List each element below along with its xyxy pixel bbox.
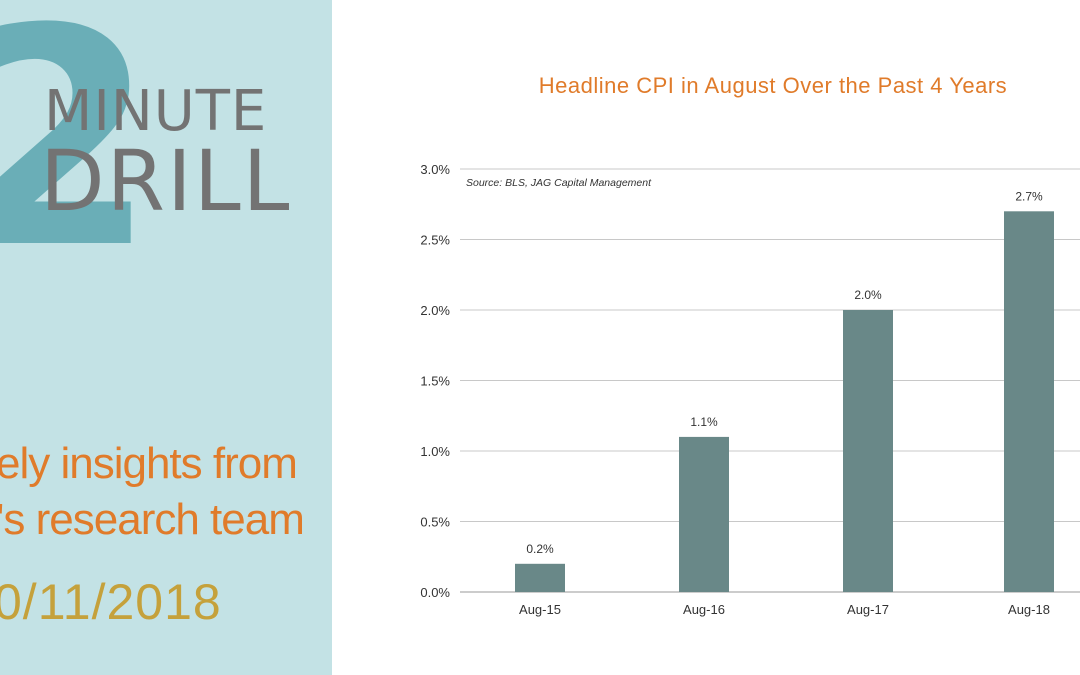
x-axis-ticks: Aug-15 Aug-16 Aug-17 Aug-18 [519,602,1050,617]
data-labels: 0.2% 1.1% 2.0% 2.7% [526,189,1043,556]
source-note: Source: BLS, JAG Capital Management [466,177,652,189]
bar-aug-15 [515,563,565,592]
brand-minute-text: MINUTE [44,79,268,144]
data-label: 2.0% [854,288,882,302]
brand-panel: 2 MINUTE DRILL ely insights from 's rese… [0,0,332,675]
x-tick-label: Aug-16 [683,602,725,617]
brand-numeral: 2 [0,0,157,314]
y-tick-label: 3.0% [420,162,450,177]
data-label: 2.7% [1015,189,1043,203]
cpi-bar-chart: Headline CPI in August Over the Past 4 Y… [420,73,1080,617]
chart-area: Headline CPI in August Over the Past 4 Y… [332,0,1080,675]
tagline-line-2: 's research team [0,495,305,544]
brand-drill-text: DRILL [40,132,292,230]
data-label: 1.1% [690,415,718,429]
bars [515,211,1054,593]
bar-aug-18 [1004,211,1054,593]
data-label: 0.2% [526,542,554,556]
gridlines [460,168,1080,593]
y-tick-label: 0.5% [420,515,450,530]
y-axis-ticks: 0.0% 0.5% 1.0% 1.5% 2.0% 2.5% 3.0% [420,162,450,600]
x-tick-label: Aug-18 [1008,602,1050,617]
y-tick-label: 1.5% [420,374,450,389]
date-text: 0/11/2018 [0,574,222,630]
bar-aug-16 [679,436,729,592]
y-tick-label: 0.0% [420,585,450,600]
y-tick-label: 1.0% [420,444,450,459]
tagline-line-1: ely insights from [0,439,298,488]
y-tick-label: 2.0% [420,303,450,318]
x-tick-label: Aug-17 [847,602,889,617]
x-tick-label: Aug-15 [519,602,561,617]
bar-aug-17 [843,310,893,592]
y-tick-label: 2.5% [420,233,450,248]
chart-title: Headline CPI in August Over the Past 4 Y… [539,73,1007,98]
